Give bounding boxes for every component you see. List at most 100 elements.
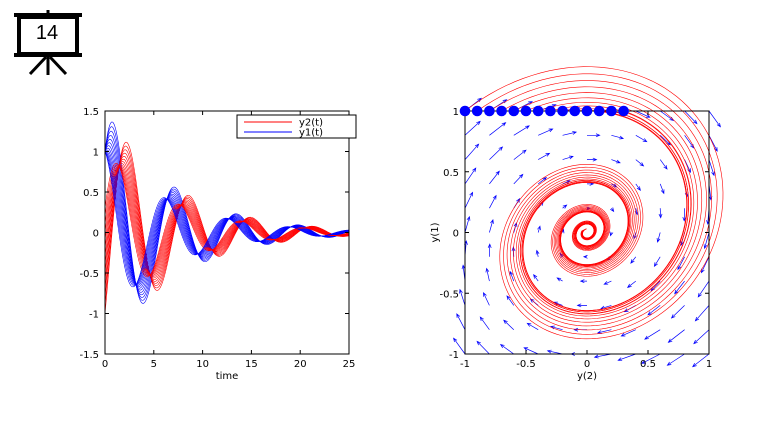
left-chart-y-tick-label: 0 [93,229,99,240]
legend-box [236,114,357,139]
vector-arrow [647,305,661,316]
vector-arrow [464,215,471,233]
vector-arrow [697,280,710,298]
vector-arrow [503,319,515,330]
left-chart-x-tick-label: 25 [343,359,356,370]
vector-arrow [562,204,568,209]
phase-trajectory [477,73,718,335]
vector-arrow [630,256,637,264]
left-chart-x-axis-label: time [216,371,239,382]
vector-arrow [506,295,515,306]
legend-label: y2(t) [299,118,323,129]
vector-arrow [576,303,587,308]
left-chart-y-tick-label: 0.5 [83,188,99,199]
left-chart-x-tick-label: 0 [102,359,108,370]
vector-arrow [579,279,587,283]
initial-points [459,105,629,117]
vector-arrow [538,152,551,160]
initial-point [545,105,556,117]
phase-trajectory [513,92,703,323]
vector-arrow [603,280,612,285]
left-chart-x-tick-label: 10 [196,359,209,370]
right-chart-y-tick-label: -1 [449,350,459,361]
vector-arrow [703,232,710,250]
vector-arrow [684,110,698,125]
vector-arrow [635,183,641,191]
vector-arrow [537,177,548,185]
vector-arrow [538,128,554,136]
vector-arrow [670,305,685,319]
vector-arrow [489,218,494,233]
vector-arrow [708,135,718,152]
vector-arrow [659,183,665,195]
vector-arrow [464,167,477,185]
initial-point [569,105,581,117]
vector-arrow [635,159,645,167]
right-chart-x-axis-label: y(2) [577,371,597,382]
vector-arrow [562,155,574,160]
vector-arrow [499,343,515,355]
vector-arrow [479,316,490,330]
right-chart-y-tick-label: 0 [453,229,459,240]
vector-arrow [483,291,490,306]
vector-arrow [533,274,539,282]
left-chart-y-tick-label: -1 [89,310,99,321]
vector-arrow [659,110,675,122]
left-chart-x-tick-label: 5 [151,359,157,370]
vector-arrow [692,353,710,368]
vector-arrow [509,270,515,282]
right-chart-x-tick-label: -0.5 [516,359,536,370]
phase-trajectory [521,110,690,313]
right-chart-y-tick-label: 0.5 [443,168,459,179]
legend: y2(t)y1(t) [236,114,357,139]
initial-point [532,105,544,117]
phase-trajectory [489,80,712,331]
right-chart-x-tick-label: -1 [460,359,470,370]
left-chart-x-tick-label: 20 [294,359,307,370]
vector-arrow [620,329,636,337]
legend-label: y1(t) [299,128,323,139]
vector-arrow [656,232,661,243]
vector-arrow [653,256,661,268]
vector-arrow [513,125,530,136]
left-chart-y-tick-label: 1 [93,148,99,159]
vector-arrow [611,134,625,140]
vector-arrow [537,225,541,233]
vector-arrow [513,149,527,160]
vector-arrow [562,131,578,136]
vector-arrow [694,305,710,322]
initial-point [618,105,629,117]
vector-arrow [617,353,636,361]
vector-arrow [489,122,507,136]
vector-arrow [587,157,598,162]
initial-point [593,105,605,117]
vector-arrow [674,280,685,295]
vector-arrow [677,256,685,271]
initial-point [496,105,507,117]
vector-arrow [556,277,563,282]
vector-arrow [658,208,663,219]
vector-field [453,97,721,368]
vector-arrow [667,329,685,343]
vector-arrow [476,340,490,355]
vector-arrow [684,135,695,149]
vector-arrow [489,170,500,185]
vector-arrow [593,353,612,359]
right-chart-x-tick-label: 0 [584,359,590,370]
initial-point [581,105,593,117]
right-chart-x-tick-label: 0.5 [640,359,656,370]
vector-arrow [523,347,539,355]
vector-arrow [708,159,715,177]
phase-trajectory [464,66,724,340]
y2-curve [104,162,350,278]
vector-arrow [489,146,504,160]
vector-arrow [708,110,721,128]
left-chart-y-tick-label: -0.5 [79,269,99,280]
right-chart-y-tick-label: -0.5 [439,289,459,300]
initial-point [484,105,495,117]
presentation-easel-icon [0,0,100,90]
right-chart-y-axis-label: y(1) [430,222,441,242]
left-chart-x-tick-label: 15 [245,359,258,370]
y1-curve [104,151,350,288]
